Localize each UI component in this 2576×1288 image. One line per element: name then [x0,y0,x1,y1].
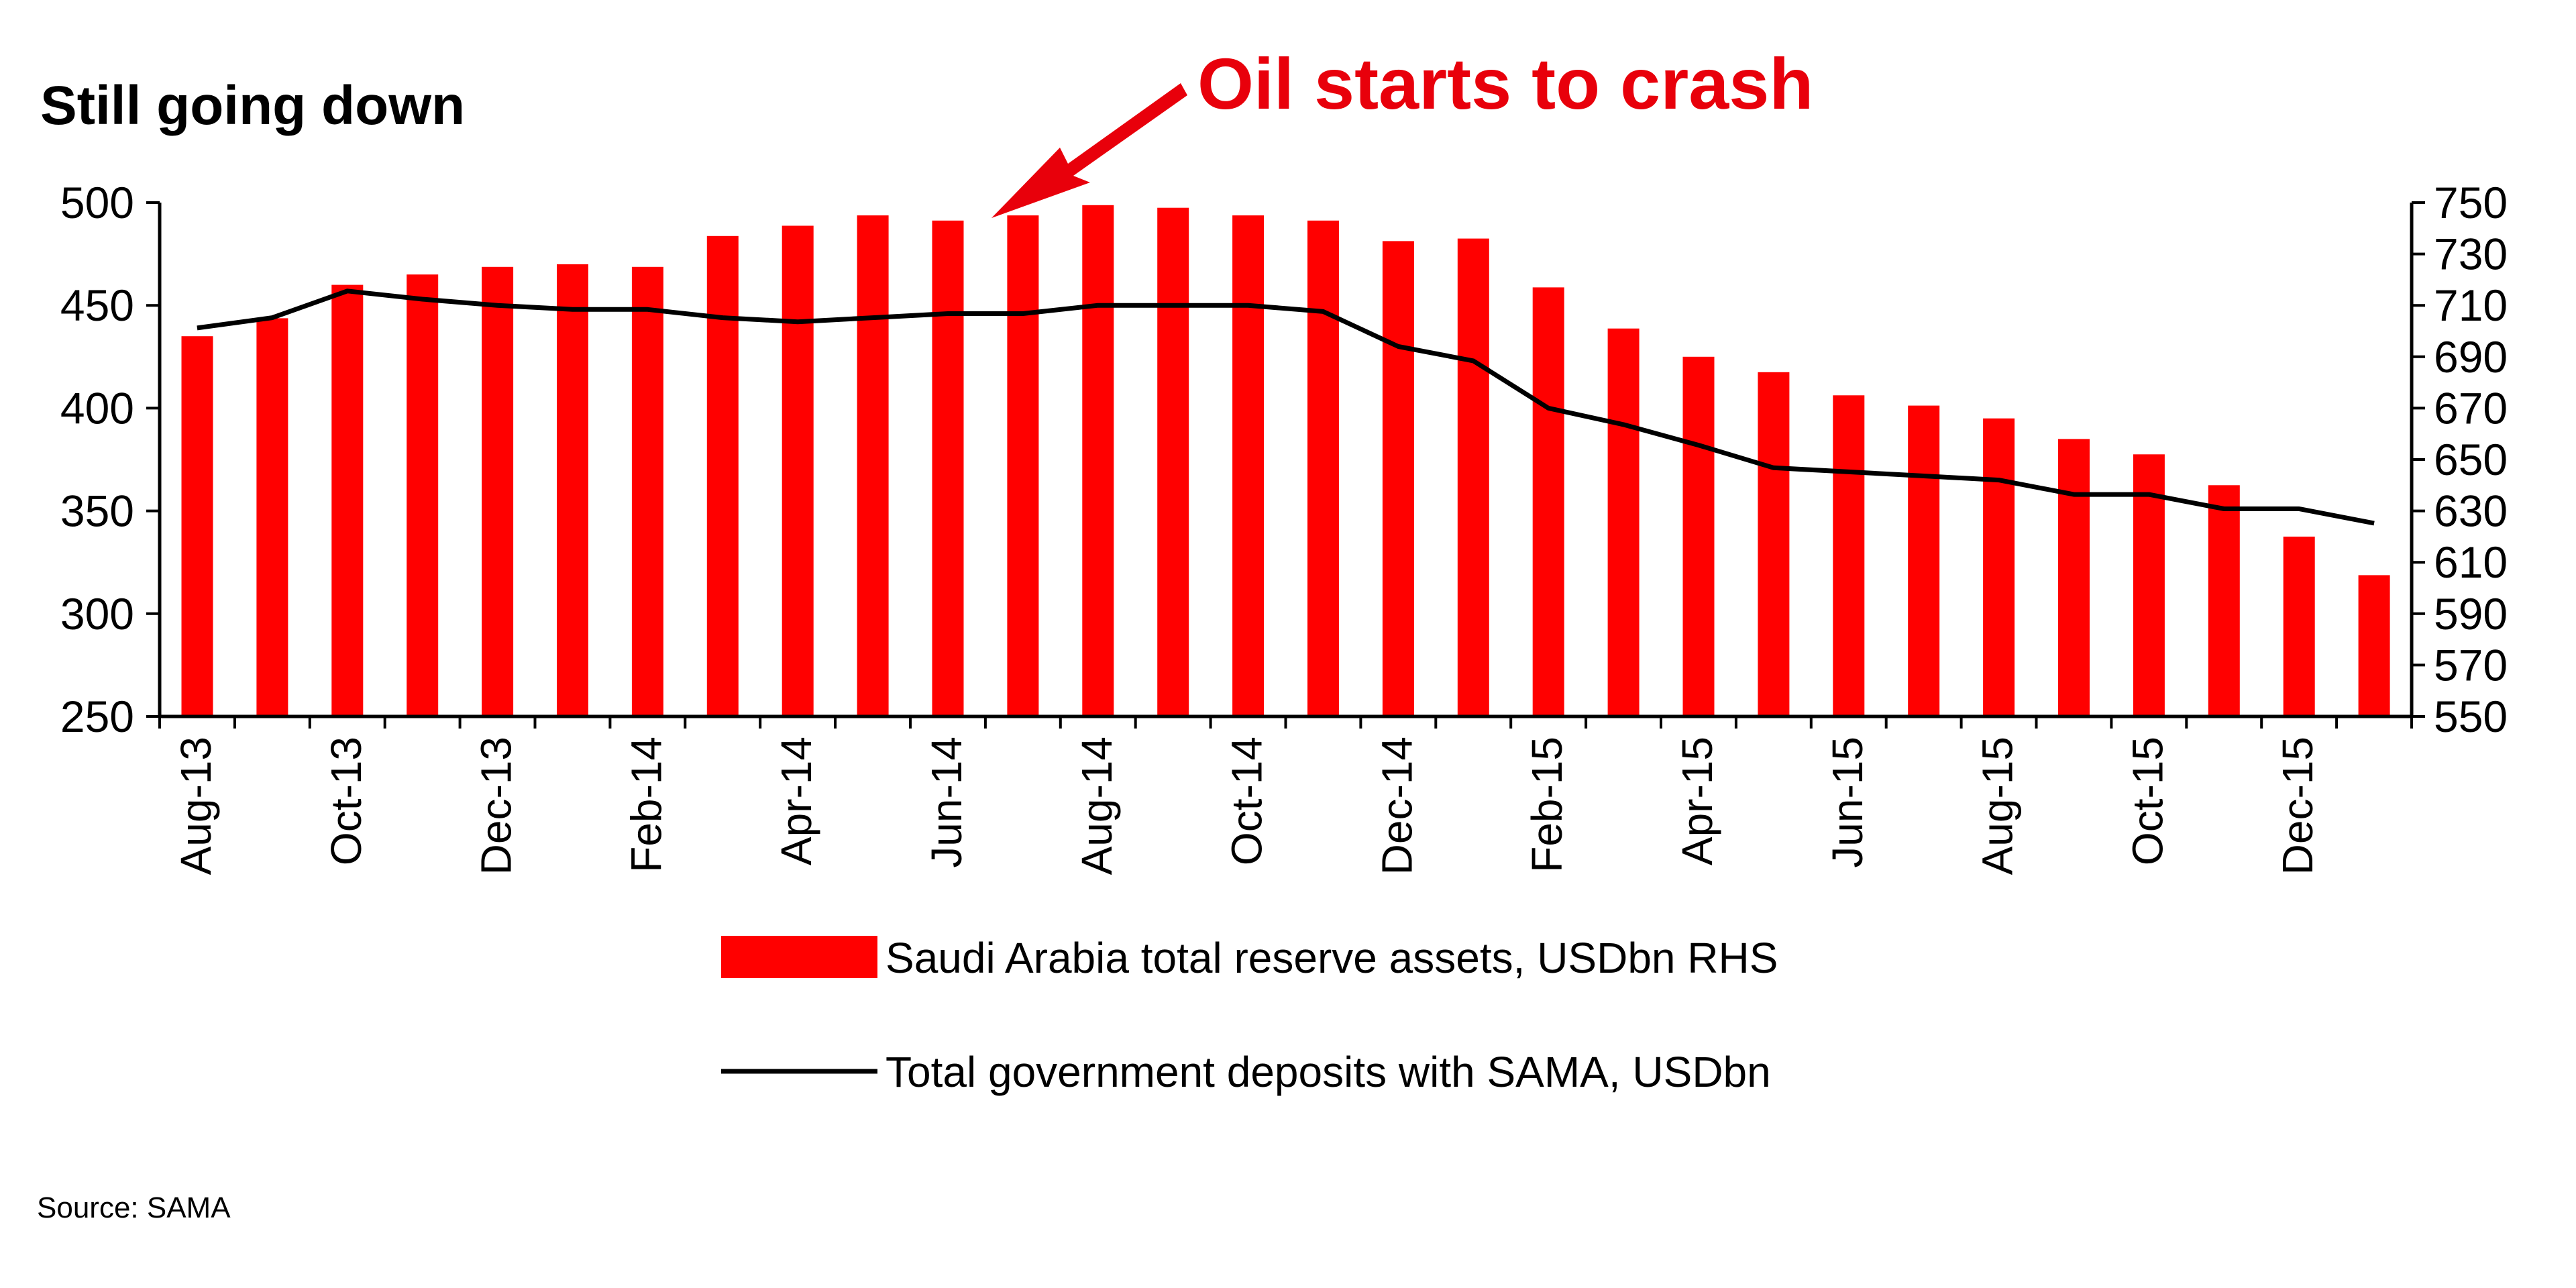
right-tick-label: 630 [2434,486,2508,536]
right-tick-label: 550 [2434,692,2508,741]
bar-Jun-15 [1833,395,1865,717]
deposits-line [197,288,2375,526]
bar-Jan-14 [557,264,588,716]
right-tick-label: 750 [2434,178,2508,227]
bar-Apr-14 [782,225,814,716]
right-tick-label: 730 [2434,229,2508,279]
bar-Nov-14 [1307,220,1339,716]
x-tick-label: Jun-15 [1823,737,1872,868]
bar-May-15 [1758,372,1790,716]
right-tick-label: 610 [2434,537,2508,587]
bar-Jan-16 [2358,575,2390,716]
x-tick-label: Feb-15 [1523,737,1571,873]
bar-Sep-14 [1157,207,1189,716]
bar-Sep-13 [256,318,288,716]
bar-Feb-15 [1532,287,1564,716]
left-tick-label: 400 [60,383,134,433]
x-tick-label: Oct-14 [1223,737,1271,865]
bar-Aug-15 [1983,418,2015,716]
x-tick-label: Dec-14 [1373,737,1421,875]
bar-Dec-14 [1382,241,1414,716]
bar-Jan-15 [1457,238,1489,717]
left-tick-label: 450 [60,280,134,330]
x-tick-label: Aug-14 [1073,737,1121,875]
legend-bar-label: Saudi Arabia total reserve assets, USDbn… [885,934,1778,982]
right-tick-label: 590 [2434,589,2508,639]
bar-Dec-15 [2283,536,2315,716]
x-tick-label: Dec-15 [2273,737,2322,875]
right-tick-label: 670 [2434,383,2508,433]
bar-series [181,205,2390,717]
bar-Aug-13 [181,336,213,716]
left-tick-label: 250 [60,692,134,741]
annotation-arrow-icon [991,83,1187,218]
bar-Jul-14 [1007,215,1039,717]
right-tick-label: 650 [2434,435,2508,484]
right-tick-label: 690 [2434,332,2508,382]
x-tick-label: Apr-14 [772,737,820,865]
left-tick-label: 350 [60,486,134,536]
bar-Apr-15 [1682,356,1715,716]
x-tick-label: Aug-15 [1974,737,2022,875]
bar-Jul-15 [1908,405,1940,716]
bar-Dec-13 [482,266,514,717]
bar-Feb-14 [631,266,663,717]
bar-Mar-15 [1607,328,1640,716]
right-tick-label: 710 [2434,280,2508,330]
right-tick-label: 570 [2434,640,2508,690]
left-tick-label: 500 [60,178,134,227]
bar-Jun-14 [932,220,964,716]
x-tick-label: Dec-13 [472,737,521,875]
left-axis-ticks: 500 450 400 350 300 250 [60,178,160,741]
x-axis-ticks: Aug-13 Oct-13 Dec-13 Feb-14 Apr-14 Jun-14 Aug-… [158,716,2413,875]
bar-May-14 [857,215,889,717]
left-tick-label: 300 [60,589,134,639]
bar-Oct-13 [331,284,364,717]
x-tick-label: Apr-15 [1673,737,1721,865]
bar-Aug-14 [1082,205,1114,716]
x-tick-label: Aug-13 [172,737,220,875]
legend-bar-swatch [721,936,877,978]
x-tick-label: Oct-13 [322,737,370,865]
chart-title: Still going down [40,75,465,136]
x-tick-label: Oct-15 [2123,737,2171,865]
annotation-text: Oil starts to crash [1197,43,1813,124]
legend: Saudi Arabia total reserve assets, USDbn… [721,934,1778,1096]
x-tick-label: Feb-14 [622,737,670,873]
legend-line-label: Total government deposits with SAMA, USD… [885,1048,1771,1096]
bar-Sep-15 [2058,439,2090,716]
bar-Nov-13 [407,274,439,716]
bar-Nov-15 [2208,485,2240,716]
x-tick-label: Jun-14 [922,737,971,868]
bar-Oct-14 [1232,215,1265,717]
source-note: Source: SAMA [37,1191,231,1224]
bar-Mar-14 [706,235,739,716]
